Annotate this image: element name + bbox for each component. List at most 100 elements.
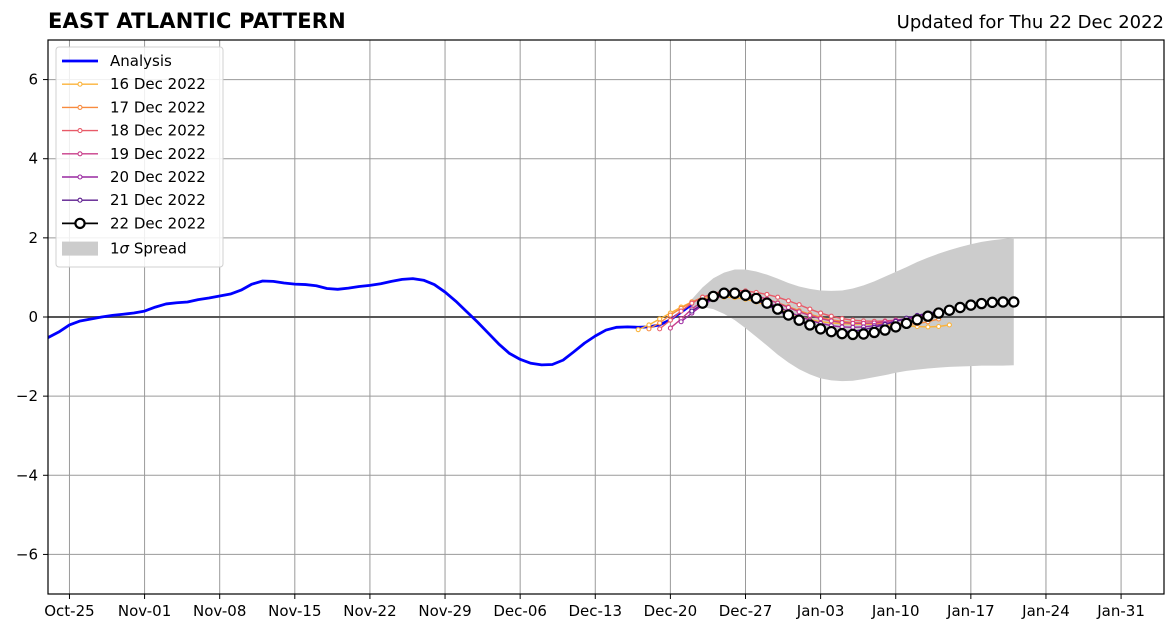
legend-forecast-marker xyxy=(77,151,83,157)
legend-spread-swatch xyxy=(62,241,98,256)
x-tick-label: Nov-29 xyxy=(418,602,471,620)
legend-forecast-marker xyxy=(77,128,83,134)
forecast-point xyxy=(707,290,720,303)
forecast-point xyxy=(946,322,952,328)
analysis-line xyxy=(48,277,693,367)
forecast-point xyxy=(828,313,834,319)
forecast-point xyxy=(804,319,816,331)
legend-forecast-label: 22 Dec 2022 xyxy=(110,214,206,232)
y-tick-label: −4 xyxy=(16,466,38,484)
forecast-point xyxy=(1008,296,1020,308)
forecast-point xyxy=(986,296,999,309)
y-tick-label: 4 xyxy=(28,150,38,168)
x-tick-label: Nov-15 xyxy=(268,602,321,620)
x-tick-label: Dec-13 xyxy=(569,602,623,620)
forecast-point xyxy=(975,297,988,310)
x-tick-label: Nov-01 xyxy=(118,602,171,620)
forecast-point xyxy=(646,322,652,328)
forecast-point xyxy=(678,308,684,314)
forecast-point xyxy=(890,321,902,333)
forecast-point xyxy=(782,309,795,321)
forecast-point xyxy=(718,287,730,299)
forecast-point xyxy=(657,316,663,322)
forecast-point xyxy=(646,326,652,332)
forecast-point xyxy=(775,294,781,300)
forecast-point xyxy=(839,319,845,326)
forecast-point xyxy=(857,328,870,340)
forecast-point xyxy=(925,324,931,330)
legend-forecast-label: 21 Dec 2022 xyxy=(110,191,206,209)
forecast-point xyxy=(750,292,762,305)
x-tick-label: Nov-22 xyxy=(343,602,396,620)
forecast-point xyxy=(847,328,859,341)
x-tick-label: Jan-31 xyxy=(1096,602,1145,620)
x-tick-label: Dec-20 xyxy=(644,602,698,620)
forecast-point xyxy=(764,291,770,297)
forecast-point xyxy=(796,302,802,308)
forecast-point xyxy=(771,303,784,315)
updated-date: Updated for Thu 22 Dec 2022 xyxy=(896,12,1164,33)
forecast-point xyxy=(667,317,673,323)
forecast-point xyxy=(689,308,695,314)
forecast-point xyxy=(814,323,827,335)
forecast-point xyxy=(785,304,791,311)
forecast-point xyxy=(667,312,673,318)
forecast-point xyxy=(839,316,845,322)
legend-forecast-marker xyxy=(77,81,83,87)
legend-forecast-label: 20 Dec 2022 xyxy=(110,168,206,186)
forecast-point xyxy=(796,309,802,315)
legend-forecast-label: 19 Dec 2022 xyxy=(110,145,206,163)
x-tick-label: Jan-24 xyxy=(1021,602,1070,620)
forecast-point xyxy=(850,324,856,330)
x-tick-label: Nov-08 xyxy=(193,602,246,620)
forecast-point xyxy=(836,327,848,340)
forecast-point xyxy=(922,310,934,322)
x-tick-label: Jan-03 xyxy=(796,602,845,620)
forecast-point xyxy=(785,298,791,304)
forecast-point xyxy=(828,318,834,324)
legend-forecast-label: 16 Dec 2022 xyxy=(110,75,206,93)
forecast-point xyxy=(739,289,752,301)
forecast-point xyxy=(900,317,913,330)
spread-band xyxy=(691,237,1014,382)
chart-title: EAST ATLANTIC PATTERN xyxy=(48,9,346,33)
legend-forecast-marker xyxy=(77,197,83,203)
legend-forecast-marker xyxy=(74,217,86,230)
legend-forecast-label: 18 Dec 2022 xyxy=(110,122,206,140)
forecast-point xyxy=(997,296,1009,308)
forecast-point xyxy=(667,325,673,331)
forecast-point xyxy=(936,323,942,330)
y-tick-label: 0 xyxy=(28,308,38,326)
forecast-point xyxy=(793,314,805,326)
forecast-point xyxy=(868,326,880,339)
legend-forecast-marker xyxy=(77,174,83,180)
forecast-point xyxy=(696,297,709,309)
forecast-point xyxy=(818,310,824,316)
forecast-point xyxy=(818,316,824,322)
forecast-point xyxy=(879,324,891,336)
forecast-point xyxy=(678,319,684,325)
forecast-point xyxy=(965,299,977,311)
x-tick-label: Jan-17 xyxy=(946,602,995,620)
forecast-point xyxy=(657,320,663,326)
plot-layer xyxy=(48,237,1164,382)
legend-forecast-label: 17 Dec 2022 xyxy=(110,98,206,116)
forecast-point xyxy=(943,304,956,316)
legend: Analysis 16 Dec 2022 17 Dec 2022 18 Dec 202… xyxy=(55,46,224,268)
x-tick-label: Dec-27 xyxy=(719,602,773,620)
legend-forecast-marker xyxy=(77,104,83,110)
forecast-point xyxy=(954,301,966,314)
x-tick-label: Oct-25 xyxy=(44,602,94,620)
forecast-point xyxy=(761,297,773,309)
legend-analysis-label: Analysis xyxy=(110,52,172,70)
legend-box xyxy=(55,46,224,268)
forecast-point xyxy=(825,325,838,338)
forecast-point xyxy=(850,320,856,326)
forecast-point xyxy=(635,327,641,333)
x-tick-label: Dec-06 xyxy=(493,602,547,620)
x-tick-label: Jan-10 xyxy=(871,602,920,620)
forecast-point xyxy=(657,326,663,332)
legend-spread-label: 1σ Spread xyxy=(110,240,187,258)
forecast-point xyxy=(807,306,813,312)
